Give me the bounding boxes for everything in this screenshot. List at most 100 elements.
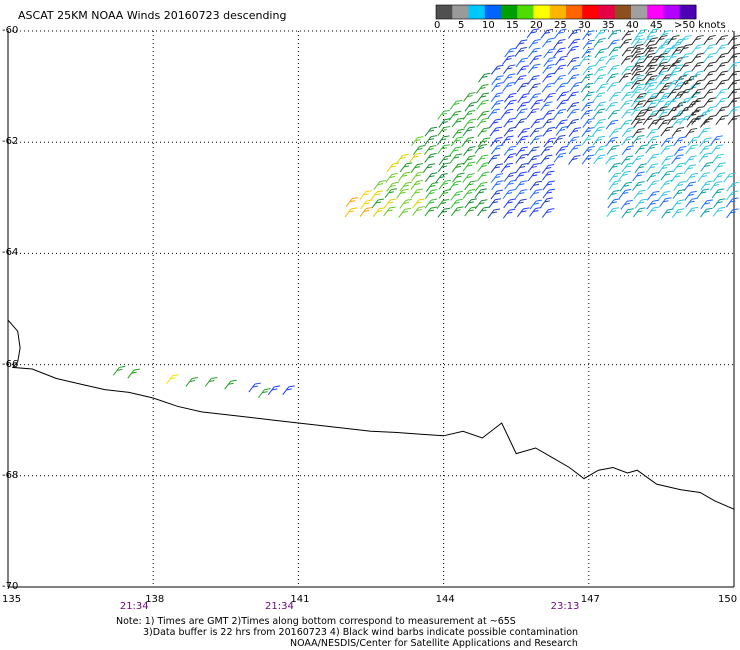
wind-barbs [112,28,740,398]
wind-barb [490,99,504,110]
wind-barb [630,52,644,63]
wind-barb [620,155,634,166]
wind-barb [516,65,529,76]
wind-barb [655,61,668,72]
legend-label: 10 [482,20,495,31]
wind-barb [691,79,704,90]
wind-barb [697,172,711,182]
wind-barb [672,162,686,173]
wind-barb [685,172,699,183]
wind-barb [513,74,527,85]
wind-barb [593,108,606,119]
wind-barb [504,99,517,110]
wind-barb [477,137,491,148]
wind-barb [618,170,631,181]
wind-barb [540,28,554,39]
wind-barb [691,97,704,108]
wind-barb [359,190,372,201]
wind-barb [503,126,517,137]
wind-barb [397,171,411,182]
wind-barb [607,29,621,40]
wind-barb [540,145,553,156]
wind-barb [715,35,728,45]
wind-barb [715,61,728,72]
legend-label: 35 [602,20,615,31]
wind-barb [642,79,656,90]
wind-barb [712,206,726,217]
wind-barb [633,100,646,110]
wind-barb [345,197,359,207]
wind-barb [620,55,634,65]
wind-barb [553,39,566,49]
wind-barb [620,99,633,110]
wind-barb [491,82,504,92]
wind-barb [502,208,516,219]
wind-barb [592,135,606,146]
wind-barb [726,190,739,201]
wind-barb [715,106,728,117]
wind-barb [703,115,716,125]
wind-barb [527,171,541,182]
wind-barb [383,206,396,217]
wind-barb [634,55,648,65]
wind-barb [593,118,606,129]
wind-barb [660,170,674,181]
wind-barb [529,188,542,199]
wind-barb [529,207,542,217]
wind-barb [632,38,646,49]
wind-barb [713,198,726,209]
legend-swatch [549,5,567,19]
wind-barb [608,91,622,102]
wind-barb [555,55,568,66]
wind-barb [568,28,581,39]
wind-barb [630,43,644,54]
wind-barb [553,134,566,145]
wind-barb [475,154,489,165]
wind-barb [632,181,645,191]
map-frame [7,31,735,588]
wind-barb [655,79,668,90]
legend-swatch [663,5,681,19]
wind-barb [684,190,697,201]
wind-barb [543,137,556,148]
wind-barb [727,52,740,63]
legend-border [435,4,697,20]
wind-barb [527,63,541,74]
wind-barb [646,128,659,139]
wind-barb [726,181,739,192]
wind-barb [691,106,704,117]
wind-barb [691,88,704,99]
wind-barb [700,199,713,210]
wind-barb [655,43,668,54]
wind-barb [555,82,568,93]
wind-barb [477,162,490,172]
wind-barb [568,155,581,165]
wind-barb [607,64,620,75]
wind-barb [657,164,671,174]
wind-barb [713,162,726,173]
wind-barb [582,118,595,128]
legend-swatch [566,5,583,19]
wind-barb [514,198,527,209]
legend-swatch [517,5,534,19]
wind-barb [727,79,740,90]
wind-barb [660,144,673,155]
wind-barb [655,52,668,63]
wind-barb [541,37,555,48]
legend-swatch [647,5,664,19]
wind-barb [621,135,634,146]
wind-barb [500,108,514,119]
wind-barb [515,162,529,173]
wind-barb [127,368,140,379]
wind-barb [359,207,373,217]
wind-barb [514,180,528,191]
wind-speed-color-legend [435,4,697,20]
wind-barb [667,88,680,99]
wind-barb [684,155,697,166]
wind-barb [679,79,692,90]
wind-barb [605,119,619,130]
wind-barb [691,70,704,81]
wind-barb [670,64,684,75]
wind-barb [248,382,261,393]
